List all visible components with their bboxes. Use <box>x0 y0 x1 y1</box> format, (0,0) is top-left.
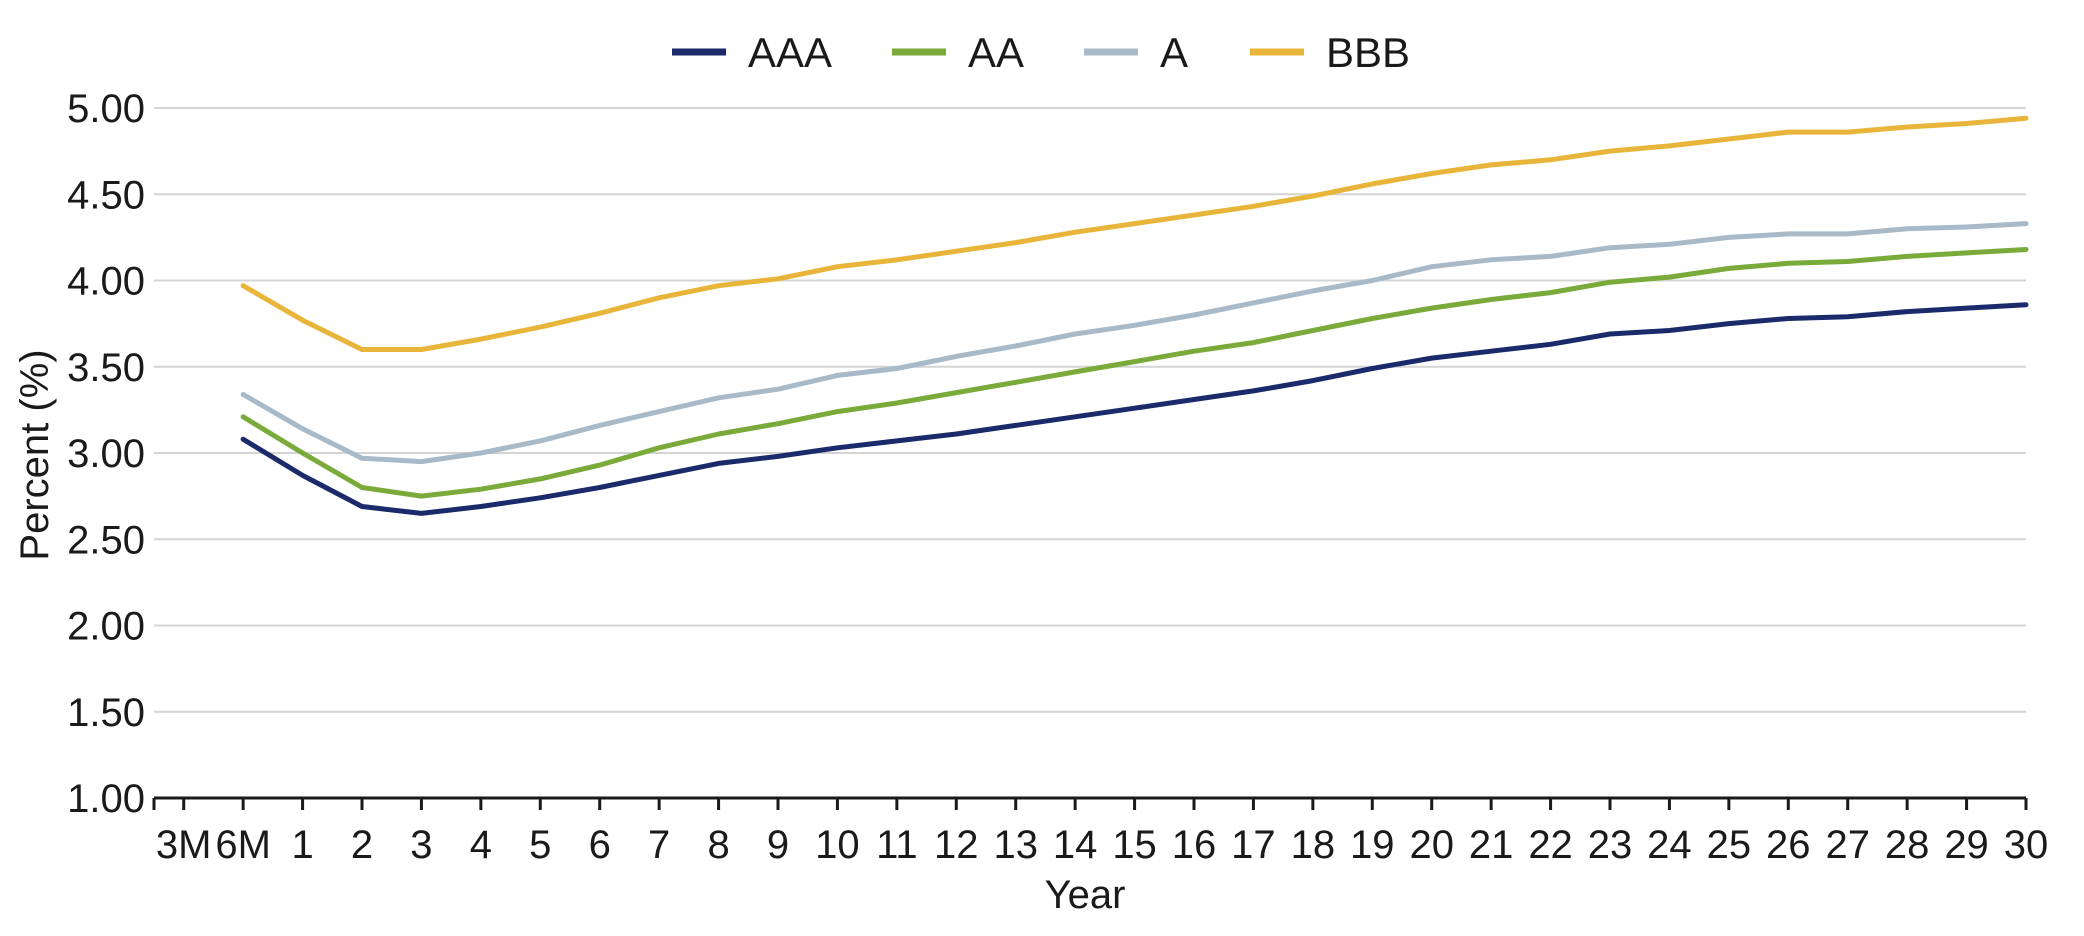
y-tick-label: 4.50 <box>67 173 145 217</box>
series-line-aa <box>240 247 2029 499</box>
x-tick-label: 21 <box>1469 823 1514 867</box>
gridlines <box>154 107 2026 713</box>
x-tick-label: 24 <box>1647 823 1692 867</box>
legend-label-bbb: BBB <box>1326 29 1410 76</box>
x-tick-label: 13 <box>993 823 1038 867</box>
x-axis: 3M 6M 1 2 3 4 5 6 7 8 9 10 11 12 13 14 15 16 17 18 19 20 21 22 2… <box>152 796 2049 867</box>
x-tick-label: 27 <box>1825 823 1870 867</box>
legend-label-a: A <box>1160 29 1188 76</box>
x-tick-label: 9 <box>767 823 789 867</box>
x-tick-label: 25 <box>1707 823 1752 867</box>
x-tick-label: 4 <box>470 823 492 867</box>
x-tick-label: 2 <box>351 823 373 867</box>
series-line-a <box>240 221 2029 465</box>
x-tick-label: 8 <box>707 823 729 867</box>
y-axis-title: Percent (%) <box>13 349 57 560</box>
x-tick-label: 6 <box>589 823 611 867</box>
x-tick-label: 7 <box>648 823 670 867</box>
y-axis-tick-labels: 1.00 1.50 2.00 2.50 3.00 3.50 4.00 4.50 5.00 <box>67 87 145 821</box>
legend-label-aa: AA <box>968 29 1024 76</box>
x-tick-label: 14 <box>1053 823 1098 867</box>
y-tick-label: 3.50 <box>67 346 145 390</box>
series-line-aaa <box>240 302 2029 516</box>
x-tick-label: 20 <box>1409 823 1454 867</box>
x-axis-title: Year <box>1045 873 1126 917</box>
y-tick-label: 4.00 <box>67 260 145 304</box>
x-tick-label: 15 <box>1112 823 1157 867</box>
x-tick-label: 26 <box>1766 823 1811 867</box>
y-tick-label: 1.50 <box>67 691 145 735</box>
y-tick-label: 2.50 <box>67 518 145 562</box>
y-tick-label: 5.00 <box>67 87 145 131</box>
series-line-bbb <box>240 115 2029 352</box>
x-tick-label: 18 <box>1291 823 1336 867</box>
x-tick-label: 19 <box>1350 823 1395 867</box>
series-lines <box>240 115 2029 516</box>
x-tick-label: 6M <box>215 823 271 867</box>
x-tick-label: 1 <box>291 823 313 867</box>
y-tick-label: 1.00 <box>67 777 145 821</box>
x-tick-label: 5 <box>529 823 551 867</box>
x-tick-label: 16 <box>1172 823 1217 867</box>
x-tick-label: 3M <box>156 823 212 867</box>
x-tick-label: 22 <box>1528 823 1573 867</box>
x-tick-label: 28 <box>1885 823 1930 867</box>
x-tick-label: 12 <box>934 823 979 867</box>
legend: AAA AA A BBB <box>672 29 1410 76</box>
x-tick-label: 23 <box>1588 823 1633 867</box>
y-tick-label: 2.00 <box>67 605 145 649</box>
x-tick-label: 30 <box>2004 823 2049 867</box>
x-tick-label: 10 <box>815 823 860 867</box>
x-tick-label: 17 <box>1231 823 1276 867</box>
x-tick-label: 29 <box>1944 823 1989 867</box>
x-tick-label: 3 <box>410 823 432 867</box>
legend-label-aaa: AAA <box>748 29 832 76</box>
x-tick-label: 11 <box>876 823 918 867</box>
y-tick-label: 3.00 <box>67 432 145 476</box>
